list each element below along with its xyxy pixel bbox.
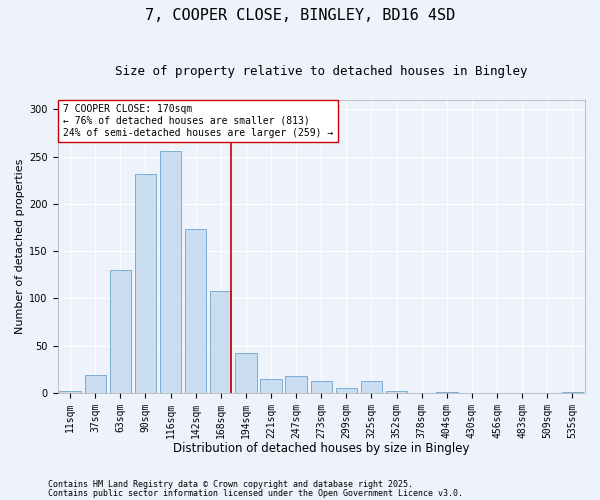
Bar bbox=[386, 391, 407, 393]
Y-axis label: Number of detached properties: Number of detached properties bbox=[15, 158, 25, 334]
Bar bbox=[59, 391, 81, 393]
Text: 7, COOPER CLOSE, BINGLEY, BD16 4SD: 7, COOPER CLOSE, BINGLEY, BD16 4SD bbox=[145, 8, 455, 22]
Bar bbox=[85, 375, 106, 393]
Bar bbox=[110, 270, 131, 393]
Bar bbox=[562, 392, 583, 393]
Text: 7 COOPER CLOSE: 170sqm
← 76% of detached houses are smaller (813)
24% of semi-de: 7 COOPER CLOSE: 170sqm ← 76% of detached… bbox=[63, 104, 333, 138]
Text: Contains HM Land Registry data © Crown copyright and database right 2025.: Contains HM Land Registry data © Crown c… bbox=[48, 480, 413, 489]
Text: Contains public sector information licensed under the Open Government Licence v3: Contains public sector information licen… bbox=[48, 488, 463, 498]
Bar bbox=[210, 291, 232, 393]
Bar bbox=[336, 388, 357, 393]
Title: Size of property relative to detached houses in Bingley: Size of property relative to detached ho… bbox=[115, 65, 527, 78]
X-axis label: Distribution of detached houses by size in Bingley: Distribution of detached houses by size … bbox=[173, 442, 470, 455]
Bar bbox=[160, 151, 181, 393]
Bar bbox=[135, 174, 156, 393]
Bar bbox=[286, 376, 307, 393]
Bar bbox=[260, 378, 281, 393]
Bar bbox=[311, 380, 332, 393]
Bar bbox=[436, 392, 458, 393]
Bar bbox=[185, 230, 206, 393]
Bar bbox=[361, 380, 382, 393]
Bar bbox=[235, 353, 257, 393]
